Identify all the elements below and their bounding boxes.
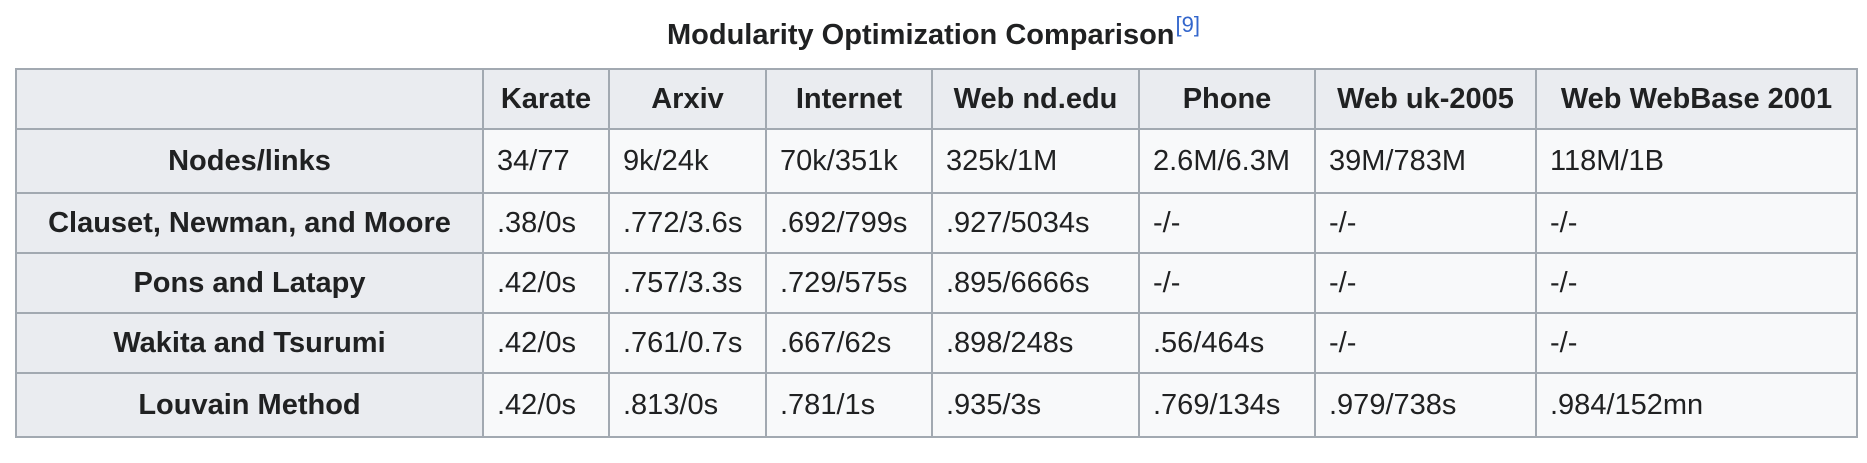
header-row: Karate Arxiv Internet Web nd.edu Phone W… [15,68,1858,130]
table-cell: .781/1s [765,372,933,438]
table-cell: .979/738s [1314,372,1537,438]
table-cell: .42/0s [482,252,610,314]
table-cell: .772/3.6s [608,192,767,254]
table-cell: 2.6M/6.3M [1138,128,1316,194]
reference-link[interactable]: [9] [1175,12,1200,37]
table-cell: .927/5034s [931,192,1140,254]
table-cell: 70k/351k [765,128,933,194]
column-header: Karate [482,68,610,130]
table-cell: -/- [1314,252,1537,314]
table-cell: -/- [1314,192,1537,254]
table-cell: 39M/783M [1314,128,1537,194]
table-cell: .935/3s [931,372,1140,438]
row-header: Clauset, Newman, and Moore [15,192,484,254]
table-cell: .692/799s [765,192,933,254]
row-header: Nodes/links [15,128,484,194]
comparison-table: Karate Arxiv Internet Web nd.edu Phone W… [15,68,1858,438]
column-header: Web uk-2005 [1314,68,1537,130]
table-cell: -/- [1138,192,1316,254]
table-cell: .895/6666s [931,252,1140,314]
row-header: Louvain Method [15,372,484,438]
table-cell: .729/575s [765,252,933,314]
table-cell: .769/134s [1138,372,1316,438]
table-cell: .813/0s [608,372,767,438]
table-row: Pons and Latapy .42/0s .757/3.3s .729/57… [15,252,1858,314]
table-cell: -/- [1535,312,1858,374]
column-header: Arxiv [608,68,767,130]
table-cell: 325k/1M [931,128,1140,194]
column-header: Internet [765,68,933,130]
table-row: Clauset, Newman, and Moore .38/0s .772/3… [15,192,1858,254]
table-row: Nodes/links 34/77 9k/24k 70k/351k 325k/1… [15,128,1858,194]
table-cell: 9k/24k [608,128,767,194]
table-cell: 118M/1B [1535,128,1858,194]
table-cell: .667/62s [765,312,933,374]
table-cell: .56/464s [1138,312,1316,374]
table-cell: -/- [1535,192,1858,254]
table-row: Wakita and Tsurumi .42/0s .761/0.7s .667… [15,312,1858,374]
table-cell: -/- [1535,252,1858,314]
column-header: Phone [1138,68,1316,130]
table-cell: .757/3.3s [608,252,767,314]
table-cell: .42/0s [482,372,610,438]
table-cell: .898/248s [931,312,1140,374]
table-cell: .984/152mn [1535,372,1858,438]
table-cell: .38/0s [482,192,610,254]
table-cell: .761/0.7s [608,312,767,374]
table-cell: -/- [1138,252,1316,314]
corner-header-cell [15,68,484,130]
table-cell: -/- [1314,312,1537,374]
table-title: Modularity Optimization Comparison [667,19,1175,51]
table-cell: .42/0s [482,312,610,374]
table-cell: 34/77 [482,128,610,194]
row-header: Pons and Latapy [15,252,484,314]
column-header: Web nd.edu [931,68,1140,130]
table-caption: Modularity Optimization Comparison[9] [0,14,1867,52]
column-header: Web WebBase 2001 [1535,68,1858,130]
row-header: Wakita and Tsurumi [15,312,484,374]
table-row: Louvain Method .42/0s .813/0s .781/1s .9… [15,372,1858,438]
